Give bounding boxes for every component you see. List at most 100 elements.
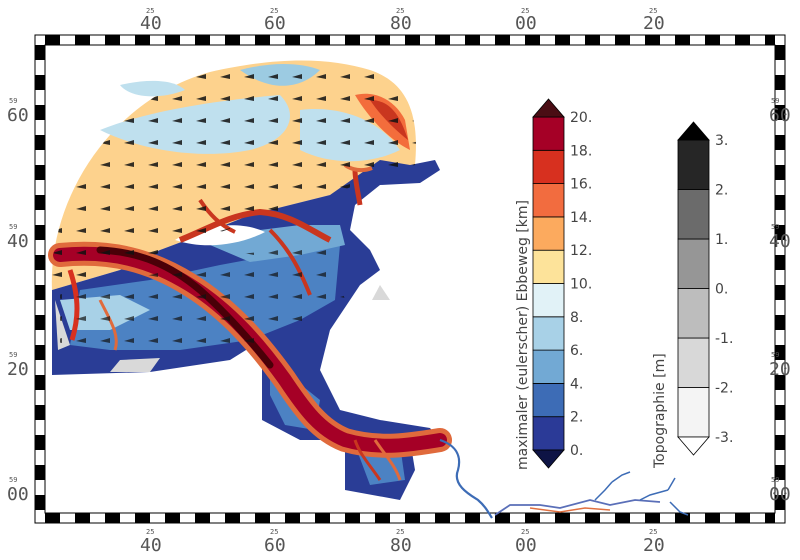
frame-dash (35, 345, 45, 360)
frame-dash (195, 513, 210, 523)
frame-dash (765, 35, 775, 45)
x-tick-major-bottom: 20 (643, 535, 665, 556)
frame-dash (35, 495, 45, 510)
frame-dash (735, 513, 750, 523)
frame-dash (35, 285, 45, 300)
frame-dash (775, 225, 785, 240)
frame-dash (285, 513, 300, 523)
x-tick-minor-top: 25 (396, 7, 404, 15)
ebbeweg-swatch (532, 216, 565, 251)
frame-dash (35, 135, 45, 150)
topographie-swatch (677, 238, 710, 289)
colorbar-ebbeweg-labels: 20. 18. 16. 14. 12. 10. 8. 6. 4. 2. 0. (570, 110, 592, 459)
frame-dash (775, 285, 785, 300)
axis-labels: 25 40 25 60 25 80 25 00 25 20 25 40 25 6… (7, 7, 791, 556)
ebbeweg-label: 4. (570, 376, 583, 392)
x-tick-minor-bottom: 25 (146, 528, 154, 536)
y-tick-minor-right: 59 (771, 351, 779, 359)
x-tick-major-top: 00 (515, 13, 537, 34)
y-tick-minor-left: 59 (9, 223, 17, 231)
frame-dash (775, 405, 785, 420)
frame-dash (285, 35, 300, 45)
x-tick-minor-bottom: 25 (649, 528, 657, 536)
ebbeweg-label: 18. (570, 143, 592, 159)
river-network (439, 438, 689, 519)
x-tick-minor-top: 25 (270, 7, 278, 15)
colorbar-topographie: Topographie [m] 3. 2. 1. 0. -1. -2. -3. (652, 121, 733, 469)
ebbeweg-label: 6. (570, 343, 583, 359)
x-tick-minor-top: 25 (649, 7, 657, 15)
x-tick-major-bottom: 60 (264, 535, 286, 556)
frame-dash (165, 513, 180, 523)
colorbar-ebbeweg-title: maximaler (eulerscher) Ebbeweg [km] (515, 200, 531, 470)
topographie-label: 2. (715, 183, 728, 199)
topographie-swatch (677, 337, 710, 388)
topographie-label: -1. (715, 331, 733, 347)
ebbeweg-swatch (532, 116, 565, 151)
frame-dash (555, 35, 570, 45)
frame-dash (35, 75, 45, 90)
frame-dash (35, 195, 45, 210)
frame-dash (705, 513, 720, 523)
frame-dash (375, 513, 390, 523)
frame-dash (105, 513, 120, 523)
frame-dash (345, 513, 360, 523)
y-tick-major-right: 60 (769, 105, 791, 126)
topographie-swatch (677, 288, 710, 339)
frame-dash (435, 35, 450, 45)
y-tick-minor-right: 59 (771, 97, 779, 105)
x-tick-minor-bottom: 25 (270, 528, 278, 536)
ebbeweg-label: 16. (570, 177, 592, 193)
y-tick-major-right: 00 (769, 484, 791, 505)
frame-dash (35, 375, 45, 390)
y-tick-minor-left: 59 (9, 351, 17, 359)
frame-dash (75, 513, 90, 523)
topographie-top-arrow (677, 121, 710, 141)
frame-dash (585, 513, 600, 523)
topographie-bottom-arrow (677, 436, 710, 456)
x-tick-minor-top: 25 (146, 7, 154, 15)
frame-dash (775, 315, 785, 330)
frame-dash (675, 35, 690, 45)
frame-dash (765, 513, 775, 523)
frame-dashes (35, 35, 785, 523)
x-tick-minor-bottom: 25 (396, 528, 404, 536)
frame-dash (675, 513, 690, 523)
x-tick-major-bottom: 80 (390, 535, 412, 556)
frame-dash (495, 513, 510, 523)
ebbeweg-label: 12. (570, 243, 592, 259)
frame-dash (775, 465, 785, 480)
frame-dash (775, 75, 785, 90)
frame-dash (525, 35, 540, 45)
frame-dash (735, 35, 750, 45)
y-tick-major-left: 00 (7, 484, 29, 505)
frame-dash (35, 165, 45, 180)
frame-dash (405, 35, 420, 45)
y-tick-major-left: 20 (7, 359, 29, 380)
x-tick-major-bottom: 40 (140, 535, 162, 556)
frame-dash (35, 405, 45, 420)
y-tick-minor-left: 59 (9, 476, 17, 484)
frame-dash (255, 513, 270, 523)
frame-dash (45, 513, 60, 523)
frame-dash (255, 35, 270, 45)
y-tick-major-left: 40 (7, 231, 29, 252)
ebbeweg-swatch (532, 349, 565, 384)
frame-dash (465, 513, 480, 523)
ebbeweg-label: 2. (570, 410, 583, 426)
frame-dash (555, 513, 570, 523)
ebbeweg-label: 8. (570, 310, 583, 326)
frame-dash (615, 513, 630, 523)
y-tick-minor-right: 59 (771, 476, 779, 484)
frame-dash (135, 35, 150, 45)
frame-dash (35, 45, 45, 60)
topographie-swatch (677, 387, 710, 438)
topographie-swatch (677, 139, 710, 190)
frame-dash (35, 315, 45, 330)
frame-dash (645, 35, 660, 45)
frame-dash (465, 35, 480, 45)
ebbeweg-swatch (532, 183, 565, 218)
frame-dash (315, 35, 330, 45)
x-tick-major-top: 80 (390, 13, 412, 34)
colorbar-topographie-labels: 3. 2. 1. 0. -1. -2. -3. (715, 133, 733, 446)
